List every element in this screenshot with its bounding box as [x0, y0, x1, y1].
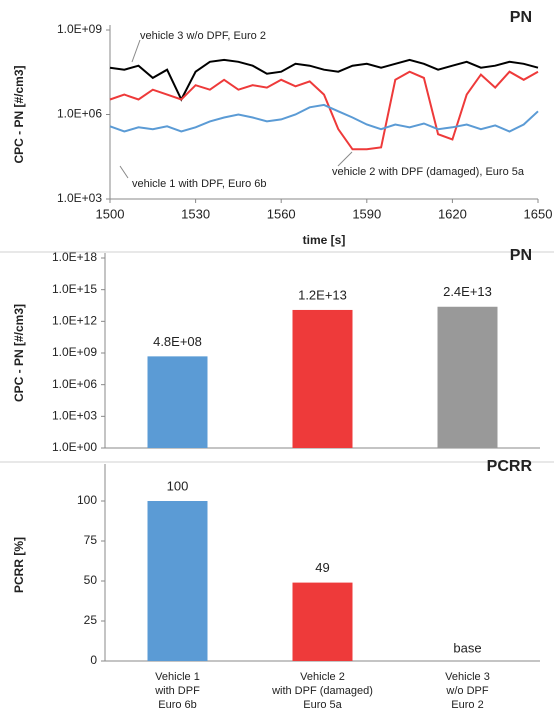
x-tick-label: Vehicle 3 [445, 671, 490, 683]
line-series [109, 103, 539, 133]
series-label: vehicle 3 w/o DPF, Euro 2 [140, 30, 266, 42]
x-tick-label: Vehicle 2 [300, 671, 345, 683]
y-tick-label: 1.0E+09 [57, 22, 102, 36]
x-tick-label: Vehicle 1 [155, 671, 200, 683]
y-tick-label: 50 [84, 573, 98, 587]
x-tick-label: 1500 [96, 206, 125, 221]
y-tick-label: 1.0E+12 [52, 314, 97, 328]
value-label: 1.2E+13 [298, 287, 347, 302]
chart-title: PCRR [487, 458, 533, 475]
y-axis-label: CPC - PN [#/cm3] [12, 65, 26, 163]
x-tick-label: with DPF [154, 685, 200, 697]
x-tick-label: 1620 [438, 206, 467, 221]
y-tick-label: 1.0E+15 [52, 282, 97, 296]
value-label: 2.4E+13 [443, 284, 492, 299]
y-tick-label: 25 [84, 613, 98, 627]
x-tick-label: 1590 [352, 206, 381, 221]
label-leader [131, 39, 141, 63]
bar [147, 356, 208, 448]
y-tick-label: 1.0E+18 [52, 250, 97, 264]
label-leader [337, 151, 353, 167]
y-tick-label: 1.0E+06 [57, 107, 102, 121]
value-label: 4.8E+08 [153, 334, 202, 349]
line-series [109, 70, 539, 151]
x-axis-label: time [s] [303, 233, 346, 247]
y-tick-label: 0 [90, 653, 97, 667]
value-label: 100 [167, 478, 189, 493]
bar [437, 306, 498, 448]
x-tick-label: 1530 [181, 206, 210, 221]
x-tick-label: Euro 5a [303, 699, 342, 711]
y-tick-label: 1.0E+03 [57, 191, 102, 205]
x-tick-label: with DPF (damaged) [271, 685, 373, 697]
x-tick-label: 1560 [267, 206, 296, 221]
series-label: vehicle 2 with DPF (damaged), Euro 5a [332, 166, 525, 178]
value-label: 49 [315, 560, 329, 575]
bar [292, 309, 353, 448]
y-tick-label: 1.0E+00 [52, 440, 97, 454]
x-tick-label: Euro 2 [451, 699, 483, 711]
y-tick-label: 75 [84, 533, 98, 547]
y-tick-label: 1.0E+03 [52, 409, 97, 423]
x-tick-label: w/o DPF [445, 685, 488, 697]
x-tick-label: 1650 [524, 206, 553, 221]
series-label: vehicle 1 with DPF, Euro 6b [132, 178, 267, 190]
value-label: base [453, 640, 481, 655]
y-axis-label: CPC - PN [#/cm3] [12, 304, 26, 402]
label-leader [119, 165, 129, 179]
bar [292, 582, 353, 661]
y-tick-label: 1.0E+06 [52, 377, 97, 391]
y-tick-label: 1.0E+09 [52, 345, 97, 359]
chart-title: PN [510, 247, 532, 264]
x-tick-label: Euro 6b [158, 699, 197, 711]
y-tick-label: 100 [77, 493, 97, 507]
bar [147, 501, 208, 661]
chart-title: PN [510, 9, 532, 26]
y-axis-label: PCRR [%] [12, 537, 26, 593]
